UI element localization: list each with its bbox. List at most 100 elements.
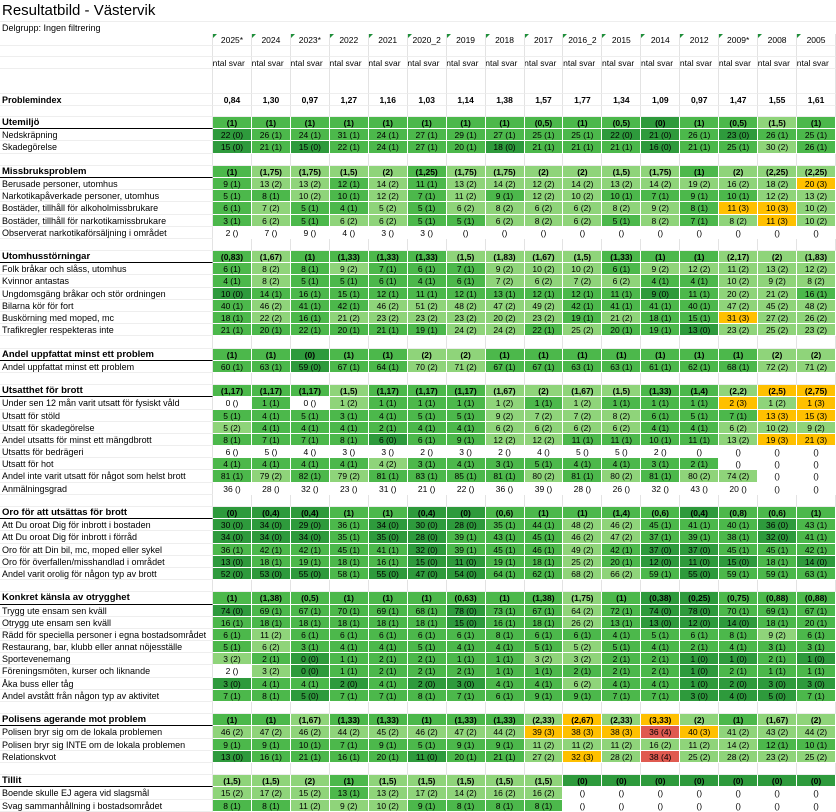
empty-cell bbox=[797, 153, 836, 166]
value-cell: 36 () bbox=[485, 482, 525, 495]
section-score: (0,75) bbox=[719, 592, 759, 605]
value-cell: 8 (1) bbox=[213, 433, 252, 447]
value-cell: 64 (2) bbox=[563, 604, 603, 617]
problemindex-value: 0,97 bbox=[680, 94, 720, 106]
table-row: Andel utsatts för minst ett mängdbrott 8 … bbox=[0, 433, 836, 447]
value-cell: 11 (2) bbox=[719, 263, 759, 276]
section-score: (1,67) bbox=[251, 251, 291, 264]
value-cell: 53 (0) bbox=[251, 567, 291, 581]
value-cell: 26 (2) bbox=[797, 312, 836, 325]
table-row: Utsatts för bedrägeri 6 () 5 () 4 () 3 () 3 (… bbox=[0, 446, 836, 459]
value-cell: 13 (2) bbox=[446, 177, 486, 191]
section-score: (0) bbox=[719, 775, 759, 788]
value-cell: 9 (1) bbox=[251, 738, 291, 751]
value-cell: 25 (1) bbox=[797, 129, 836, 142]
value-cell: 7 (1) bbox=[329, 738, 369, 751]
table-row: Restaurang, bar, klubb eller annat nöjes… bbox=[0, 641, 836, 654]
value-cell: 27 (1) bbox=[407, 129, 447, 142]
section-score: (0) bbox=[641, 117, 681, 130]
value-cell: 41 (1) bbox=[641, 299, 681, 312]
value-cell: () bbox=[602, 799, 642, 812]
value-cell: 4 (1) bbox=[602, 458, 642, 471]
empty-cell bbox=[213, 106, 252, 117]
value-cell: 8 (1) bbox=[407, 689, 447, 702]
empty-cell bbox=[251, 69, 291, 94]
empty-cell bbox=[213, 372, 252, 386]
antal-svar: Antal svar bbox=[213, 57, 252, 69]
section-score: (0,25) bbox=[680, 592, 720, 605]
value-cell: 9 (2) bbox=[758, 275, 798, 288]
table-row: Narkotikapåverkade personer, utomhus 5 (1… bbox=[0, 190, 836, 203]
section-score: (1) bbox=[485, 348, 525, 361]
empty-cell bbox=[368, 762, 408, 776]
section-score: (2,5) bbox=[758, 385, 798, 398]
value-cell: 72 (2) bbox=[758, 360, 798, 373]
table-row bbox=[0, 238, 836, 252]
value-cell: 68 (1) bbox=[719, 360, 759, 373]
value-cell: 12 (2) bbox=[524, 433, 564, 447]
value-cell: 12 (1) bbox=[524, 287, 564, 300]
value-cell: 21 (3) bbox=[797, 433, 836, 447]
value-cell: 18 (1) bbox=[368, 616, 408, 629]
table-row: Andel inte varit utsatt för något som he… bbox=[0, 470, 836, 483]
section-score: (2) bbox=[797, 714, 836, 727]
column-header: 2025* bbox=[213, 34, 252, 46]
value-cell: 7 (2) bbox=[563, 275, 603, 288]
value-cell: 4 (1) bbox=[563, 458, 603, 471]
antal-svar: Antal svar bbox=[368, 57, 408, 69]
table-row bbox=[0, 46, 836, 57]
value-cell: 15 (1) bbox=[329, 287, 369, 300]
value-cell: 10 (2) bbox=[758, 421, 798, 434]
section-score: (0,63) bbox=[446, 592, 486, 605]
value-cell: 1 (1) bbox=[329, 653, 369, 666]
value-cell: 1 (0) bbox=[680, 677, 720, 690]
section-score: (0) bbox=[797, 775, 836, 788]
value-cell: 11 (2) bbox=[602, 738, 642, 751]
section-score: (0,4) bbox=[407, 507, 447, 520]
table-row: Polisen bryr sig INTE om de lokala probl… bbox=[0, 738, 836, 751]
row-label: Anmälningsgrad bbox=[0, 482, 213, 495]
section-score: (1,67) bbox=[524, 251, 564, 264]
value-cell: 3 (1) bbox=[485, 458, 525, 471]
value-cell: 71 (2) bbox=[797, 360, 836, 373]
empty-cell bbox=[680, 494, 720, 507]
section-score: (1,67) bbox=[563, 385, 603, 398]
title: Resultatbild - Västervik bbox=[0, 0, 836, 22]
value-cell: 10 (2) bbox=[563, 190, 603, 203]
row-label: Oro för överfallen/misshandlad i området bbox=[0, 555, 213, 568]
value-cell: 62 (1) bbox=[680, 360, 720, 373]
section-score: (1,33) bbox=[407, 251, 447, 264]
empty-cell bbox=[758, 153, 798, 166]
value-cell: 4 (1) bbox=[446, 421, 486, 434]
value-cell: 19 (1) bbox=[407, 324, 447, 337]
value-cell: 3 (1) bbox=[797, 641, 836, 654]
section-score: (1) bbox=[213, 165, 252, 178]
value-cell: 6 (2) bbox=[485, 214, 525, 227]
value-cell: 26 (1) bbox=[680, 129, 720, 142]
value-cell: 40 (1) bbox=[680, 299, 720, 312]
value-cell: 6 (2) bbox=[563, 202, 603, 215]
value-cell: 63 (1) bbox=[602, 360, 642, 373]
value-cell: 5 (1) bbox=[290, 214, 330, 227]
value-cell: 1 (1) bbox=[524, 397, 564, 410]
table-row: Sportevenemang 3 (2) 2 (1) 0 (0) 1 (1) 2 (1) 2… bbox=[0, 653, 836, 666]
value-cell: 38 (3) bbox=[563, 726, 603, 739]
value-cell: 4 (1) bbox=[251, 458, 291, 471]
value-cell: 23 (2) bbox=[758, 750, 798, 763]
empty-cell bbox=[563, 580, 603, 593]
value-cell: 70 (1) bbox=[719, 604, 759, 617]
value-cell: 2 (0) bbox=[719, 677, 759, 690]
value-cell: 6 (1) bbox=[797, 628, 836, 642]
value-cell: 8 (2) bbox=[251, 263, 291, 276]
value-cell: 5 (2) bbox=[368, 202, 408, 215]
table-row: Observerat narkotikaförsäljning i område… bbox=[0, 226, 836, 239]
value-cell: 5 (1) bbox=[407, 409, 447, 422]
row-label: Trafikregler respekteras inte bbox=[0, 324, 213, 337]
value-cell: 12 (2) bbox=[524, 190, 564, 203]
section-title: Andel uppfattat minst ett problem bbox=[0, 348, 213, 361]
empty-cell bbox=[446, 494, 486, 507]
empty-cell bbox=[213, 46, 252, 57]
section-score: (1,25) bbox=[407, 165, 447, 178]
value-cell: 5 () bbox=[251, 446, 291, 459]
value-cell: 6 (1) bbox=[329, 628, 369, 642]
